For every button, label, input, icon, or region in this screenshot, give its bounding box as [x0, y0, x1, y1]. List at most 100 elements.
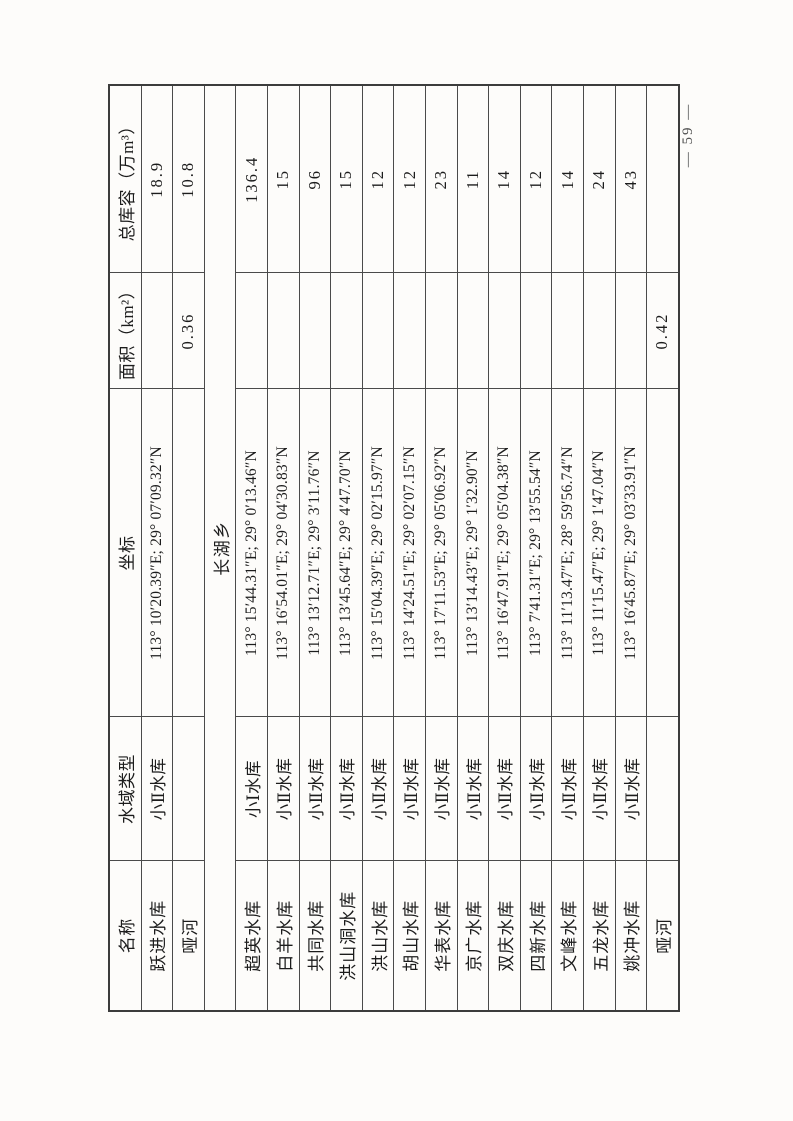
table-row: 四新水库 小Ⅱ水库 113° 7′41.31″E; 29° 13′55.54″N 12: [520, 85, 552, 1011]
area-cell: [488, 273, 521, 389]
coordinates-cell: 113° 13′45.64″E; 29° 4′47.70″N: [330, 389, 363, 717]
table-row: 白羊水库 小Ⅱ水库 113° 16′54.01″E; 29° 04′30.83″N 1…: [267, 85, 300, 1011]
name-cell: 胡山水库: [393, 861, 426, 1011]
area-cell: [299, 273, 331, 389]
name-cell: 洪山洞水库: [330, 861, 363, 1011]
water-type-cell: 小Ⅱ水库: [551, 717, 584, 861]
name-cell: 洪山水库: [362, 861, 394, 1011]
coordinates-cell: 113° 15′04.39″E; 29° 02′15.97″N: [362, 389, 394, 717]
water-type-cell: 小Ⅱ水库: [457, 717, 489, 861]
name-cell: 超英水库: [235, 861, 268, 1011]
water-type-cell: 小Ⅰ水库: [235, 717, 268, 861]
capacity-cell: [646, 85, 679, 273]
table-row: 京广水库 小Ⅱ水库 113° 13′14.43″E; 29° 1′32.90″N 11: [457, 85, 489, 1011]
area-cell: [362, 273, 394, 389]
capacity-cell: 15: [330, 85, 363, 273]
table-row: 洪山洞水库 小Ⅱ水库 113° 13′45.64″E; 29° 4′47.70″N 1…: [330, 85, 363, 1011]
name-cell: 白羊水库: [267, 861, 300, 1011]
coordinates-cell: 113° 14′24.51″E; 29° 02′07.15″N: [393, 389, 426, 717]
area-cell: [330, 273, 363, 389]
table-row: 双庆水库 小Ⅱ水库 113° 16′47.91″E; 29° 05′04.38″N 1…: [488, 85, 521, 1011]
capacity-cell: 10.8: [172, 85, 205, 273]
name-cell: 京广水库: [457, 861, 489, 1011]
coordinates-cell: 113° 13′14.43″E; 29° 1′32.90″N: [457, 389, 489, 717]
table-row: 五龙水库 小Ⅱ水库 113° 11′15.47″E; 29° 1′47.04″N 24: [583, 85, 615, 1011]
water-type-cell: 小Ⅱ水库: [488, 717, 521, 861]
area-cell: 0.36: [172, 273, 205, 389]
water-type-cell: [646, 717, 679, 861]
table-row: 哑河 0.36 10.8: [172, 85, 205, 1011]
coordinates-cell: 113° 15′44.31″E; 29° 0′13.46″N: [235, 389, 268, 717]
capacity-cell: 12: [520, 85, 552, 273]
capacity-cell: 14: [488, 85, 521, 273]
column-header-coordinates: 坐标: [109, 389, 142, 717]
name-cell: 文峰水库: [551, 861, 584, 1011]
name-cell: 双庆水库: [488, 861, 521, 1011]
reservoir-table-body: 跃进水库 小Ⅱ水库 113° 10′20.39″E; 29° 07′09.32″N 1…: [141, 85, 679, 1011]
table-row: 姚冲水库 小Ⅱ水库 113° 16′45.87″E; 29° 03′33.91″N 4…: [615, 85, 647, 1011]
capacity-cell: 24: [583, 85, 615, 273]
capacity-cell: 23: [425, 85, 458, 273]
area-cell: [267, 273, 300, 389]
name-cell: 姚冲水库: [615, 861, 647, 1011]
coordinates-cell: 113° 10′20.39″E; 29° 07′09.32″N: [141, 389, 173, 717]
area-cell: [393, 273, 426, 389]
coordinates-cell: 113° 16′47.91″E; 29° 05′04.38″N: [488, 389, 521, 717]
coordinates-cell: [646, 389, 679, 717]
coordinates-cell: 113° 13′12.71″E; 29° 3′11.76″N: [299, 389, 331, 717]
water-type-cell: 小Ⅱ水库: [583, 717, 615, 861]
table-row: 共同水库 小Ⅱ水库 113° 13′12.71″E; 29° 3′11.76″N 96: [299, 85, 331, 1011]
water-type-cell: 小Ⅱ水库: [299, 717, 331, 861]
area-cell: [141, 273, 173, 389]
coordinates-cell: 113° 7′41.31″E; 29° 13′55.54″N: [520, 389, 552, 717]
coordinates-cell: 113° 17′11.53″E; 29° 05′06.92″N: [425, 389, 458, 717]
name-cell: 共同水库: [299, 861, 331, 1011]
coordinates-cell: 113° 11′15.47″E; 29° 1′47.04″N: [583, 389, 615, 717]
water-type-cell: 小Ⅱ水库: [393, 717, 426, 861]
coordinates-cell: 113° 16′45.87″E; 29° 03′33.91″N: [615, 389, 647, 717]
column-header-area: 面积（km²）: [109, 273, 142, 389]
water-type-cell: 小Ⅱ水库: [615, 717, 647, 861]
coordinates-cell: 113° 11′13.47″E; 28° 59′56.74″N: [551, 389, 584, 717]
capacity-cell: 15: [267, 85, 300, 273]
area-cell: [457, 273, 489, 389]
water-type-cell: 小Ⅱ水库: [267, 717, 300, 861]
area-cell: [551, 273, 584, 389]
capacity-cell: 43: [615, 85, 647, 273]
area-cell: 0.42: [646, 273, 679, 389]
name-cell: 五龙水库: [583, 861, 615, 1011]
section-divider-cell: 长湖乡: [204, 85, 236, 1011]
coordinates-cell: 113° 16′54.01″E; 29° 04′30.83″N: [267, 389, 300, 717]
capacity-cell: 14: [551, 85, 584, 273]
column-header-capacity: 总库容（万m³）: [109, 85, 142, 273]
water-type-cell: 小Ⅱ水库: [520, 717, 552, 861]
water-type-cell: 小Ⅱ水库: [425, 717, 458, 861]
area-cell: [235, 273, 268, 389]
table-row: 洪山水库 小Ⅱ水库 113° 15′04.39″E; 29° 02′15.97″N 1…: [362, 85, 394, 1011]
area-cell: [425, 273, 458, 389]
capacity-cell: 11: [457, 85, 489, 273]
table-header-row: 名称 水域类型 坐标 面积（km²） 总库容（万m³）: [109, 85, 142, 1011]
table-row: 文峰水库 小Ⅱ水库 113° 11′13.47″E; 28° 59′56.74″N 1…: [551, 85, 584, 1011]
reservoir-table: 名称 水域类型 坐标 面积（km²） 总库容（万m³） 跃进水库 小Ⅱ水库 113° 10′…: [108, 84, 680, 1012]
water-type-cell: 小Ⅱ水库: [362, 717, 394, 861]
area-cell: [583, 273, 615, 389]
water-type-cell: 小Ⅱ水库: [330, 717, 363, 861]
name-cell: 四新水库: [520, 861, 552, 1011]
section-divider-row: 长湖乡: [204, 85, 236, 1011]
capacity-cell: 136.4: [235, 85, 268, 273]
column-header-water-type: 水域类型: [109, 717, 142, 861]
table-row: 跃进水库 小Ⅱ水库 113° 10′20.39″E; 29° 07′09.32″N 1…: [141, 85, 173, 1011]
capacity-cell: 12: [362, 85, 394, 273]
water-type-cell: [172, 717, 205, 861]
column-header-name: 名称: [109, 861, 142, 1011]
name-cell: 华表水库: [425, 861, 458, 1011]
page-number: — 59 —: [680, 102, 696, 168]
name-cell: 哑河: [172, 861, 205, 1011]
name-cell: 跃进水库: [141, 861, 173, 1011]
table-row: 华表水库 小Ⅱ水库 113° 17′11.53″E; 29° 05′06.92″N 2…: [425, 85, 458, 1011]
capacity-cell: 12: [393, 85, 426, 273]
table-row: 哑河 0.42: [646, 85, 679, 1011]
water-type-cell: 小Ⅱ水库: [141, 717, 173, 861]
